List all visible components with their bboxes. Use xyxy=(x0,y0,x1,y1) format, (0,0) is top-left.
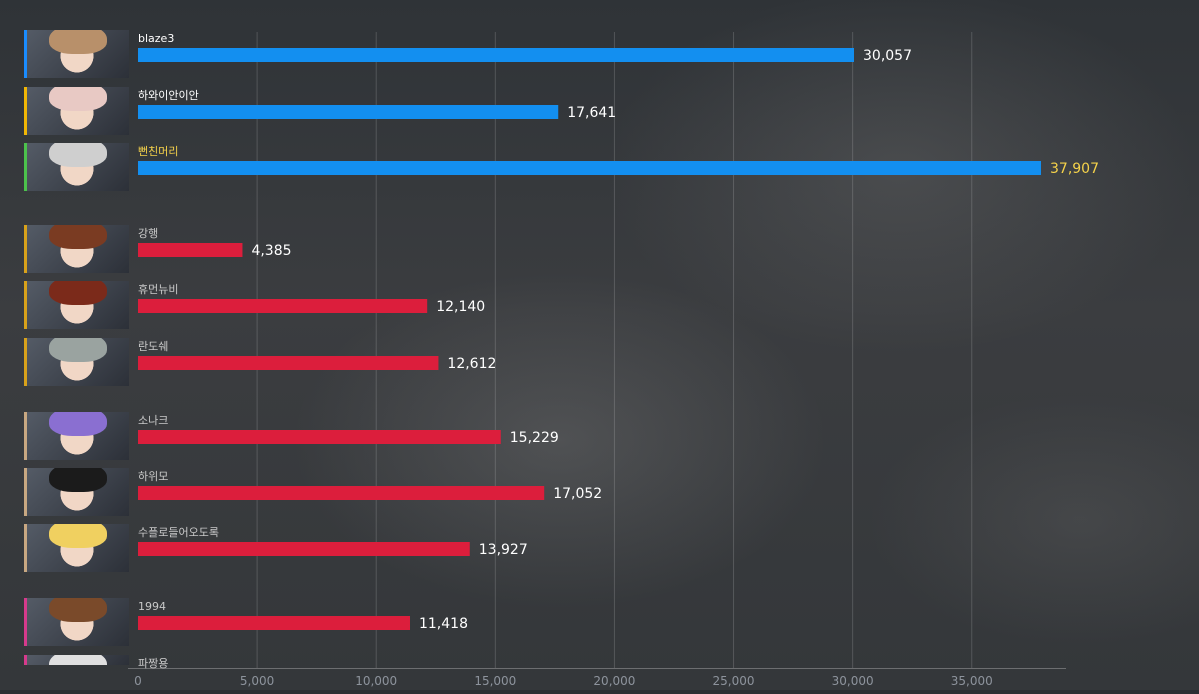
avatar-hair xyxy=(49,598,107,622)
bar xyxy=(138,616,410,630)
player-avatar xyxy=(24,524,129,572)
player-name: 강행 xyxy=(138,227,158,240)
bar-value-label: 11,418 xyxy=(419,616,468,632)
bar-value-label: 30,057 xyxy=(863,48,912,64)
player-avatar xyxy=(24,412,129,460)
player-name: blaze3 xyxy=(138,32,174,45)
bar xyxy=(138,356,439,370)
bar xyxy=(138,542,470,556)
player-name: 휴먼뉴비 xyxy=(138,283,178,296)
bar xyxy=(138,430,501,444)
player-name: 소나크 xyxy=(138,414,168,427)
x-tick-label: 10,000 xyxy=(355,674,397,688)
avatar-hair xyxy=(49,87,107,111)
player-avatar xyxy=(24,87,129,135)
player-name: 뻔친머리 xyxy=(138,145,178,158)
avatar-hair xyxy=(49,412,107,436)
avatar-hair xyxy=(49,30,107,54)
bar xyxy=(138,161,1041,175)
avatar-hair xyxy=(49,655,107,665)
bar xyxy=(138,299,428,313)
player-name: 1994 xyxy=(138,600,166,613)
avatar-hair xyxy=(49,338,107,362)
bar-value-label: 37,907 xyxy=(1050,161,1099,177)
x-tick-label: 15,000 xyxy=(474,674,516,688)
x-tick-label: 20,000 xyxy=(593,674,635,688)
player-avatar xyxy=(24,338,129,386)
bar-value-label: 12,140 xyxy=(436,299,485,315)
player-avatar xyxy=(24,30,129,78)
bar xyxy=(138,486,545,500)
avatar-hair xyxy=(49,143,107,167)
bar xyxy=(138,105,559,119)
bar xyxy=(138,48,855,62)
player-avatar xyxy=(24,598,129,646)
x-tick-label: 25,000 xyxy=(713,674,755,688)
bar-value-label: 12,612 xyxy=(447,356,496,372)
player-name: 란도쉐 xyxy=(138,340,168,353)
avatar-hair xyxy=(49,524,107,548)
player-avatar xyxy=(24,225,129,273)
avatar-hair xyxy=(49,225,107,249)
bar xyxy=(138,243,243,257)
player-avatar xyxy=(24,143,129,191)
x-tick-label: 5,000 xyxy=(240,674,274,688)
avatar-hair xyxy=(49,281,107,305)
avatar-hair xyxy=(49,468,107,492)
bar-value-label: 13,927 xyxy=(479,542,528,558)
bar-value-label: 4,385 xyxy=(251,243,291,259)
bar-value-label: 17,052 xyxy=(553,486,602,502)
x-tick-label: 35,000 xyxy=(951,674,993,688)
player-avatar xyxy=(24,655,129,665)
player-avatar xyxy=(24,281,129,329)
player-name: 수플로들어오도록 xyxy=(138,526,219,539)
x-tick-label: 0 xyxy=(134,674,142,688)
player-name: 파짱용 xyxy=(138,657,168,670)
player-avatar xyxy=(24,468,129,516)
player-name: 하위모 xyxy=(138,469,168,483)
player-name: 하와이안이안 xyxy=(138,88,199,102)
bar-value-label: 15,229 xyxy=(510,430,559,446)
x-tick-label: 30,000 xyxy=(832,674,874,688)
bar-value-label: 17,641 xyxy=(567,105,616,121)
